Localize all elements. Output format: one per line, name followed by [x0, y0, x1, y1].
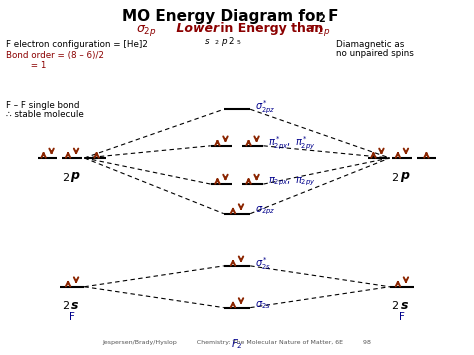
- Text: 2: 2: [62, 301, 69, 311]
- Text: MO Energy Diagram for F: MO Energy Diagram for F: [122, 9, 338, 24]
- Text: F: F: [69, 312, 75, 322]
- Text: 2: 2: [318, 13, 325, 23]
- Text: Diamagnetic as: Diamagnetic as: [336, 40, 404, 49]
- Text: $\bfit{s}$: $\bfit{s}$: [70, 299, 79, 312]
- Text: no unpaired spins: no unpaired spins: [336, 49, 414, 59]
- Text: 2: 2: [392, 301, 399, 311]
- Text: F: F: [399, 312, 405, 322]
- Text: 5: 5: [237, 40, 241, 45]
- Text: $\sigma^*_{2s}$: $\sigma^*_{2s}$: [255, 255, 271, 272]
- Text: $\sigma_{2p}$: $\sigma_{2p}$: [136, 23, 156, 38]
- Text: 2: 2: [62, 173, 69, 182]
- Text: ∴ stable molecule: ∴ stable molecule: [6, 110, 84, 119]
- Text: F electron configuration = [He]2: F electron configuration = [He]2: [6, 40, 148, 49]
- Text: $\sigma_{2pz}$: $\sigma_{2pz}$: [255, 205, 275, 217]
- Text: in Energy than: in Energy than: [216, 22, 328, 35]
- Text: Bond order = (8 – 6)/2: Bond order = (8 – 6)/2: [6, 51, 104, 60]
- Text: $\bfit{s}$: $\bfit{s}$: [400, 299, 409, 312]
- Text: $p$: $p$: [220, 37, 228, 48]
- Text: F – F single bond: F – F single bond: [6, 100, 80, 110]
- Text: Jespersen/Brady/Hyslop          Chemistry: The Molecular Nature of Matter, 6E   : Jespersen/Brady/Hyslop Chemistry: The Mo…: [102, 340, 372, 345]
- Text: $\pi_{2p}$: $\pi_{2p}$: [310, 23, 330, 38]
- Text: $\bfit{p}$: $\bfit{p}$: [70, 170, 80, 184]
- Text: $s$: $s$: [204, 37, 211, 45]
- Text: $\sigma^*_{2pz}$: $\sigma^*_{2pz}$: [255, 98, 275, 115]
- Text: = 1: = 1: [6, 61, 46, 70]
- Text: 2: 2: [392, 173, 399, 182]
- Text: $\pi^*_{2px},\ \pi^*_{2py}$: $\pi^*_{2px},\ \pi^*_{2py}$: [268, 135, 315, 152]
- Text: $F_2$: $F_2$: [231, 337, 243, 351]
- Text: 2: 2: [214, 40, 219, 45]
- Text: $\bfit{p}$: $\bfit{p}$: [400, 170, 410, 184]
- Text: 2: 2: [228, 37, 234, 45]
- Text: $\sigma_{2s}$: $\sigma_{2s}$: [255, 299, 271, 311]
- Text: $\pi_{2px},\ \pi_{2py}$: $\pi_{2px},\ \pi_{2py}$: [268, 175, 315, 188]
- Text: Lower: Lower: [172, 22, 219, 35]
